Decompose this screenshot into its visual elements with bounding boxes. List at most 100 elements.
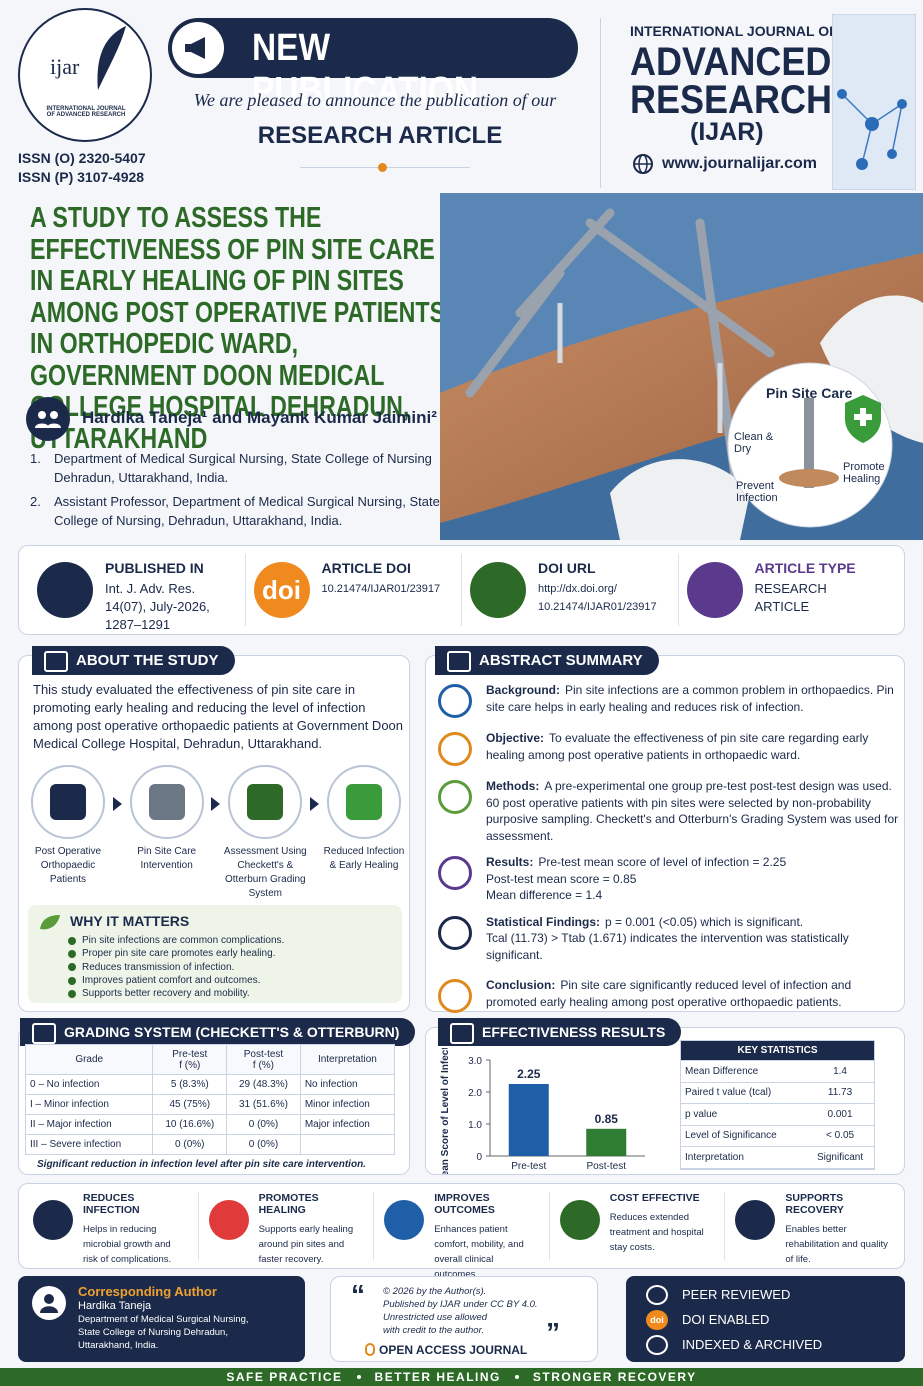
y-tick-label: 1.0 <box>468 1120 482 1131</box>
benefit-desc: Supports early healing around pin sites … <box>258 1224 354 1265</box>
section-heading: EFFECTIVENESS RESULTS <box>438 1018 682 1046</box>
abstract-item: Results: Pre-test mean score of level of … <box>438 854 900 904</box>
info-icon <box>470 562 526 618</box>
abstract-label: Methods: <box>486 779 540 793</box>
abstract-value: p = 0.001 (<0.05) which is significant. <box>605 914 804 929</box>
table-cell: 5 (8.3%) <box>152 1074 228 1095</box>
info-line: 14(07), July-2026, <box>105 599 210 614</box>
stat-cell: p value <box>681 1103 807 1126</box>
y-axis-label: Mean Score of Level of Infection <box>440 1048 451 1174</box>
why-text: Improves patient comfort and outcomes. <box>82 974 261 986</box>
step-glyph <box>50 784 86 820</box>
abstract-item: Background: Pin site infections are a com… <box>438 682 900 718</box>
abstract-item: Conclusion: Pin site care significantly r… <box>438 977 900 1013</box>
abstract-line: Tcal (11.73) > Ttab (1.671) indicates th… <box>486 930 900 963</box>
issn: ISSN (O) 2320-5407 <box>18 150 146 166</box>
benefit-text: COST EFFECTIVE Reduces extended treatment… <box>610 1192 715 1260</box>
info-item: PUBLISHED IN Int. J. Adv. Res. 14(07), Jul… <box>29 554 245 632</box>
abstract-icon <box>438 915 472 950</box>
abstract-icon <box>438 780 472 814</box>
table-cell: II – Major infection <box>24 1114 154 1135</box>
abstract-text: Methods: A pre-experimental one group pre… <box>486 778 900 844</box>
grading-note: Significant reduction in infection level… <box>37 1159 366 1170</box>
benefits: REDUCES INFECTION Helps in reducing micro… <box>18 1183 905 1280</box>
table-row: II – Major infection 10 (16.6%) 0 (0%) Majo… <box>24 1114 396 1135</box>
benefit-desc: Enhances patient comfort, mobility, and … <box>434 1224 524 1280</box>
badge-icon <box>646 1334 668 1355</box>
column-header: Interpretation <box>299 1044 396 1075</box>
value-label: 2.25 <box>517 1067 541 1081</box>
table-cell: 45 (75%) <box>152 1094 228 1115</box>
benefit-text: SUPPORTS RECOVERY Enables better rehabili… <box>785 1192 890 1265</box>
dot <box>378 163 387 172</box>
step: Assessment Using Checkett's & Otterburn … <box>223 765 307 901</box>
table-cell: 0 – No infection <box>24 1074 154 1095</box>
badge-text: INDEXED & ARCHIVED <box>682 1337 823 1352</box>
check <box>68 963 76 972</box>
steps: Post Operative Orthopaedic Patients Pin S… <box>26 765 406 901</box>
benefit-title: COST EFFECTIVE <box>609 1192 700 1204</box>
logo-text: ijar <box>50 54 80 79</box>
benefit: REDUCES INFECTION Helps in reducing micro… <box>23 1192 198 1265</box>
abstract-icon <box>438 979 472 1013</box>
badges: PEER REVIEWED doi DOI ENABLED INDEXED & ARC… <box>626 1276 905 1362</box>
bar <box>586 1128 627 1156</box>
y-tick-label: 0 <box>476 1152 482 1163</box>
badge-icon: doi <box>646 1309 668 1330</box>
why-item: Supports better recovery and mobility. <box>68 987 284 1000</box>
stat-row: p value 0.001 <box>681 1103 874 1126</box>
author-lines: Hardika Taneja Department of Medical Surg… <box>78 1300 249 1352</box>
info-line: http://dx.doi.org/ <box>538 583 617 595</box>
benefit: PROMOTES HEALING Supports early healing a… <box>197 1192 374 1265</box>
stat-cell: 0.001 <box>806 1103 874 1126</box>
separator <box>356 1375 361 1379</box>
key-stats: KEY STATISTICS Mean Difference 1.4 Paired … <box>680 1040 875 1170</box>
table-cell: 0 (0%) <box>152 1134 228 1155</box>
abstract-item: Statistical Findings: p = 0.001 (<0.05) w… <box>438 914 900 964</box>
why-box: WHY IT MATTERS Pin site infections are c… <box>28 905 402 1003</box>
x-tick-label: Pre-test <box>511 1161 546 1172</box>
stat-cell: Interpretation <box>681 1146 807 1169</box>
step: Reduced Infection & Early Healing <box>322 765 406 901</box>
stat-row: Paired t value (tcal) 11.73 <box>681 1081 874 1104</box>
info-icon <box>37 562 93 618</box>
badge-icon <box>646 1284 668 1305</box>
abstract-value: A pre-experimental one group pre-test po… <box>486 779 899 843</box>
table-cell: 29 (48.3%) <box>226 1074 301 1095</box>
author-line: Department of Medical Surgical Nursing, <box>78 1314 249 1325</box>
info-title: ARTICLE DOI <box>321 560 411 576</box>
why-item: Reduces transmission of infection. <box>68 961 284 974</box>
section-heading: GRADING SYSTEM (CHECKETT'S & OTTERBURN) <box>20 1018 416 1046</box>
why-text: Reduces transmission of infection. <box>82 961 235 973</box>
author-line: State College of Nursing Dehradun, <box>78 1327 228 1338</box>
info-line: RESEARCH <box>754 581 827 596</box>
abstract-value: Tcal (11.73) > Ttab (1.671) indicates th… <box>486 931 849 962</box>
info-icon <box>686 562 743 618</box>
tagline: SAFE PRACTICE BETTER HEALING STRONGER RECO… <box>0 1368 923 1386</box>
arrow <box>112 797 122 811</box>
article-title: A STUDY TO ASSESS THE EFFECTIVENESS OF P… <box>30 202 446 455</box>
license-line: Published by IJAR under CC BY 4.0. <box>383 1299 538 1310</box>
article-label: RESEARCH ARTICLE <box>257 122 503 149</box>
benefit-title: IMPROVES OUTCOMES <box>434 1192 495 1216</box>
abstract-line: Post-test mean score = 0.85 <box>486 871 786 888</box>
info-title: DOI URL <box>538 560 596 576</box>
table-cell: III – Severe infection <box>24 1134 154 1155</box>
info-line: Int. J. Adv. Res. <box>105 581 196 596</box>
affiliation: 2. Assistant Professor, Department of Med… <box>30 492 440 530</box>
website: www.journalijar.com <box>662 155 817 172</box>
banner-text: NEW PUBLICATION <box>252 27 479 112</box>
grading-table: Grade Pre-test f (%) Post-test f (%) Interp… <box>24 1044 396 1155</box>
column-header: Grade <box>24 1044 154 1075</box>
step-icon <box>228 765 303 839</box>
stat-cell: Significant <box>806 1146 874 1169</box>
abstract-text: Conclusion: Pin site care significantly r… <box>486 977 900 1013</box>
oa-icon <box>365 1343 375 1356</box>
abstract-value: Pin site care significantly reduced leve… <box>486 978 852 1009</box>
benefit-icon <box>33 1200 73 1240</box>
authors: Hardika Taneja¹ and Mayank Kumar Jaimini… <box>82 408 437 427</box>
author-line: Uttarakhand, India. <box>78 1340 159 1351</box>
table-cell: Minor infection <box>299 1094 396 1115</box>
logo-caption: INTERNATIONAL JOURNAL OF ADVANCED RESEAR… <box>46 106 126 118</box>
table-cell: I – Minor infection <box>24 1094 154 1115</box>
